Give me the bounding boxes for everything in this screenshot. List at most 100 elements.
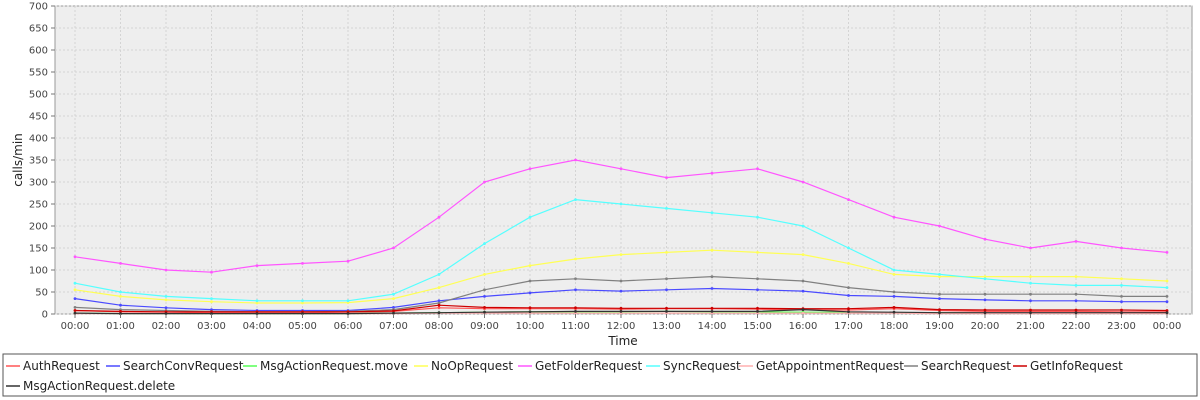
legend-label: GetInfoRequest: [1030, 359, 1123, 373]
data-point: [301, 312, 304, 315]
data-point: [574, 310, 577, 313]
data-point: [801, 308, 805, 311]
data-point: [1074, 292, 1078, 296]
data-point: [119, 290, 122, 294]
data-point: [73, 255, 77, 259]
data-point: [437, 306, 441, 310]
data-point: [892, 290, 896, 294]
data-point: [892, 273, 896, 276]
x-tick-label: 18:00: [880, 321, 909, 332]
data-point: [119, 312, 122, 315]
data-point: [847, 310, 850, 314]
data-point: [938, 308, 941, 311]
data-point: [483, 242, 486, 246]
data-point: [847, 286, 850, 289]
data-point: [983, 292, 987, 296]
data-point: [1074, 275, 1078, 278]
data-point: [1120, 295, 1123, 298]
data-point: [756, 277, 759, 281]
data-point: [528, 306, 532, 310]
data-point: [665, 251, 668, 254]
data-point: [1029, 275, 1032, 278]
data-point: [574, 277, 577, 281]
data-point: [983, 275, 987, 278]
data-point: [847, 294, 850, 297]
x-tick-label: 08:00: [425, 321, 454, 332]
y-tick-label: 150: [29, 244, 48, 255]
data-point: [801, 224, 805, 228]
data-point: [483, 295, 486, 298]
data-point: [1029, 311, 1032, 315]
legend-label: MsgActionRequest.move: [260, 359, 408, 373]
data-point: [437, 299, 441, 303]
data-point: [528, 264, 532, 267]
data-point: [619, 167, 623, 171]
y-tick-label: 450: [29, 112, 48, 123]
x-tick-label: 05:00: [288, 321, 317, 332]
data-point: [210, 312, 213, 315]
data-point: [756, 310, 759, 313]
data-point: [528, 279, 532, 283]
data-point: [73, 309, 77, 312]
x-axis: 00:00 01:00 02:00 03:00 04:00 05:00 06:00 07:00…: [61, 314, 1181, 332]
data-point: [801, 289, 805, 293]
x-tick-label: 11:00: [561, 321, 590, 332]
data-point: [938, 275, 941, 278]
y-tick-label: 200: [29, 222, 48, 233]
x-tick-label: 06:00: [334, 321, 363, 332]
x-tick-label: 16:00: [789, 321, 818, 332]
x-tick-label: 10:00: [516, 321, 545, 332]
x-tick-label: 17:00: [834, 321, 863, 332]
x-tick-label: 22:00: [1062, 321, 1091, 332]
data-point: [483, 288, 486, 292]
data-point: [73, 306, 77, 309]
data-point: [847, 307, 850, 311]
data-point: [1165, 300, 1169, 304]
data-point: [392, 306, 395, 309]
data-point: [574, 158, 577, 162]
legend-label: SearchRequest: [921, 359, 1011, 373]
data-point: [892, 306, 896, 309]
data-point: [1029, 292, 1032, 296]
data-point: [119, 295, 122, 298]
data-point: [710, 275, 714, 278]
legend-label: NoOpRequest: [431, 359, 513, 373]
data-point: [164, 268, 168, 272]
data-point: [756, 288, 759, 292]
data-point: [574, 198, 577, 202]
data-point: [210, 300, 213, 304]
data-point: [255, 299, 259, 303]
data-point: [756, 306, 759, 310]
data-point: [73, 288, 77, 292]
data-point: [619, 253, 623, 256]
data-point: [164, 295, 168, 298]
data-point: [1074, 284, 1078, 287]
y-tick-label: 300: [29, 178, 48, 189]
data-point: [528, 215, 532, 219]
data-point: [301, 262, 304, 265]
data-point: [892, 310, 896, 314]
data-point: [619, 279, 623, 283]
data-point: [255, 264, 259, 267]
x-tick-label: 15:00: [743, 321, 772, 332]
y-tick-label: 250: [29, 200, 48, 211]
x-tick-label: 14:00: [698, 321, 727, 332]
data-point: [392, 297, 395, 300]
data-point: [1120, 277, 1123, 281]
data-point: [346, 312, 350, 315]
x-tick-label: 09:00: [470, 321, 499, 332]
y-tick-label: 500: [29, 90, 48, 101]
legend-label: SyncRequest: [663, 359, 741, 373]
data-point: [437, 273, 441, 276]
y-tick-label: 50: [35, 288, 48, 299]
data-point: [983, 298, 987, 302]
x-tick-label: 01:00: [106, 321, 135, 332]
data-point: [938, 224, 941, 228]
data-point: [938, 292, 941, 296]
x-tick-label: 04:00: [243, 321, 272, 332]
legend: AuthRequest SearchConvRequest MsgActionReq…: [6, 359, 1123, 393]
data-point: [1074, 311, 1078, 315]
data-point: [892, 295, 896, 298]
x-tick-label: 19:00: [925, 321, 954, 332]
